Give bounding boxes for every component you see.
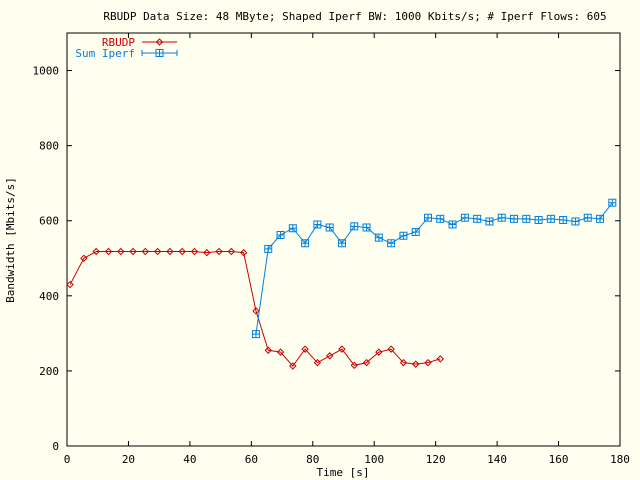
- sum-iperf-point: [510, 214, 519, 223]
- rbudp-point: [129, 247, 137, 256]
- x-axis-label: Time [s]: [317, 466, 370, 479]
- sum-iperf-point: [448, 220, 457, 229]
- sum-iperf-point: [473, 214, 482, 223]
- y-tick-label: 400: [39, 290, 59, 303]
- series-layer: [66, 198, 617, 370]
- sum-iperf-point: [497, 213, 506, 222]
- sum-iperf-point: [264, 244, 273, 253]
- rbudp-point: [276, 348, 285, 356]
- series-rbudp: [66, 247, 444, 370]
- rbudp-line: [69, 251, 441, 367]
- rbudp-point: [436, 355, 444, 363]
- sum-iperf-point: [485, 217, 494, 226]
- rbudp-point: [252, 307, 260, 315]
- rbudp-point: [362, 358, 371, 367]
- rbudp-point: [166, 247, 174, 256]
- x-tick-label: 140: [487, 453, 507, 466]
- rbudp-point: [153, 247, 162, 256]
- rbudp-point: [104, 247, 113, 256]
- legend-label-sum-iperf: Sum Iperf: [75, 47, 135, 60]
- rbudp-point: [203, 248, 211, 257]
- y-tick-label: 200: [39, 365, 59, 378]
- rbudp-point: [301, 345, 309, 353]
- rbudp-point: [66, 280, 74, 289]
- rbudp-point: [178, 247, 186, 256]
- x-tick-label: 160: [549, 453, 569, 466]
- plot-frame: [66, 32, 621, 447]
- sum-iperf-point: [313, 220, 322, 229]
- x-tick-label: 60: [245, 453, 258, 466]
- rbudp-point: [264, 346, 272, 354]
- sum-iperf-point: [583, 213, 592, 222]
- legend-marker-rbudp: [155, 38, 164, 46]
- sum-iperf-point: [436, 214, 445, 223]
- x-tick-label: 0: [64, 453, 71, 466]
- rbudp-point: [227, 247, 236, 256]
- sum-iperf-point: [350, 222, 359, 231]
- x-tick-label: 120: [426, 453, 446, 466]
- x-tick-label: 40: [183, 453, 196, 466]
- y-tick-label: 1000: [33, 65, 60, 78]
- y-tick-label: 600: [39, 215, 59, 228]
- chart-title: RBUDP Data Size: 48 MByte; Shaped Iperf …: [103, 10, 606, 23]
- rbudp-point: [190, 247, 199, 256]
- sum-iperf-point: [387, 239, 396, 248]
- rbudp-point: [92, 247, 100, 256]
- rbudp-point: [399, 358, 408, 367]
- sum-iperf-point: [522, 214, 531, 223]
- legend-marker-sum-iperf: [155, 49, 164, 57]
- rbudp-point: [411, 360, 420, 368]
- rbudp-point: [424, 358, 432, 367]
- rbudp-point: [338, 345, 346, 353]
- sum-iperf-point: [337, 239, 346, 248]
- rbudp-point: [239, 248, 248, 257]
- x-tick-label: 20: [122, 453, 135, 466]
- rbudp-point: [289, 362, 297, 370]
- sum-iperf-point: [534, 215, 543, 224]
- sum-iperf-point: [608, 198, 617, 207]
- sum-iperf-point: [460, 213, 469, 222]
- sum-iperf-point: [411, 227, 420, 236]
- sum-iperf-point: [301, 239, 310, 248]
- rbudp-point: [80, 254, 88, 262]
- x-tick-label: 100: [364, 453, 384, 466]
- rbudp-point: [387, 345, 395, 353]
- y-tick-label: 0: [52, 440, 59, 453]
- rbudp-point: [325, 352, 334, 360]
- sum-iperf-point: [276, 230, 285, 239]
- sum-iperf-point: [288, 224, 297, 233]
- sum-iperf-point: [596, 214, 605, 223]
- legend-label-rbudp: RBUDP: [102, 36, 135, 49]
- rbudp-point: [141, 247, 150, 256]
- sum-iperf-point: [362, 223, 371, 232]
- y-tick-label: 800: [39, 140, 59, 153]
- rbudp-point: [215, 247, 223, 256]
- sum-iperf-point: [325, 223, 334, 232]
- sum-iperf-point: [251, 330, 260, 339]
- sum-iperf-point: [399, 231, 408, 240]
- sum-iperf-point: [374, 233, 383, 242]
- rbudp-point: [350, 361, 358, 369]
- x-tick-label: 80: [306, 453, 319, 466]
- x-tick-label: 180: [610, 453, 630, 466]
- sum-iperf-point: [423, 213, 432, 222]
- axis-ticks: 0 20 40 60 80 100 120 140 160 180 0 200 400 600 800 100…: [33, 33, 630, 466]
- y-axis-label: Bandwidth [Mbits/s]: [4, 177, 17, 303]
- series-sum-iperf: [251, 198, 617, 339]
- sum-iperf-point: [571, 217, 580, 226]
- sum-iperf-point: [546, 214, 555, 223]
- sum-iperf-point: [559, 215, 568, 224]
- rbudp-point: [117, 247, 125, 256]
- rbudp-point: [375, 348, 383, 356]
- rbudp-point: [313, 358, 322, 367]
